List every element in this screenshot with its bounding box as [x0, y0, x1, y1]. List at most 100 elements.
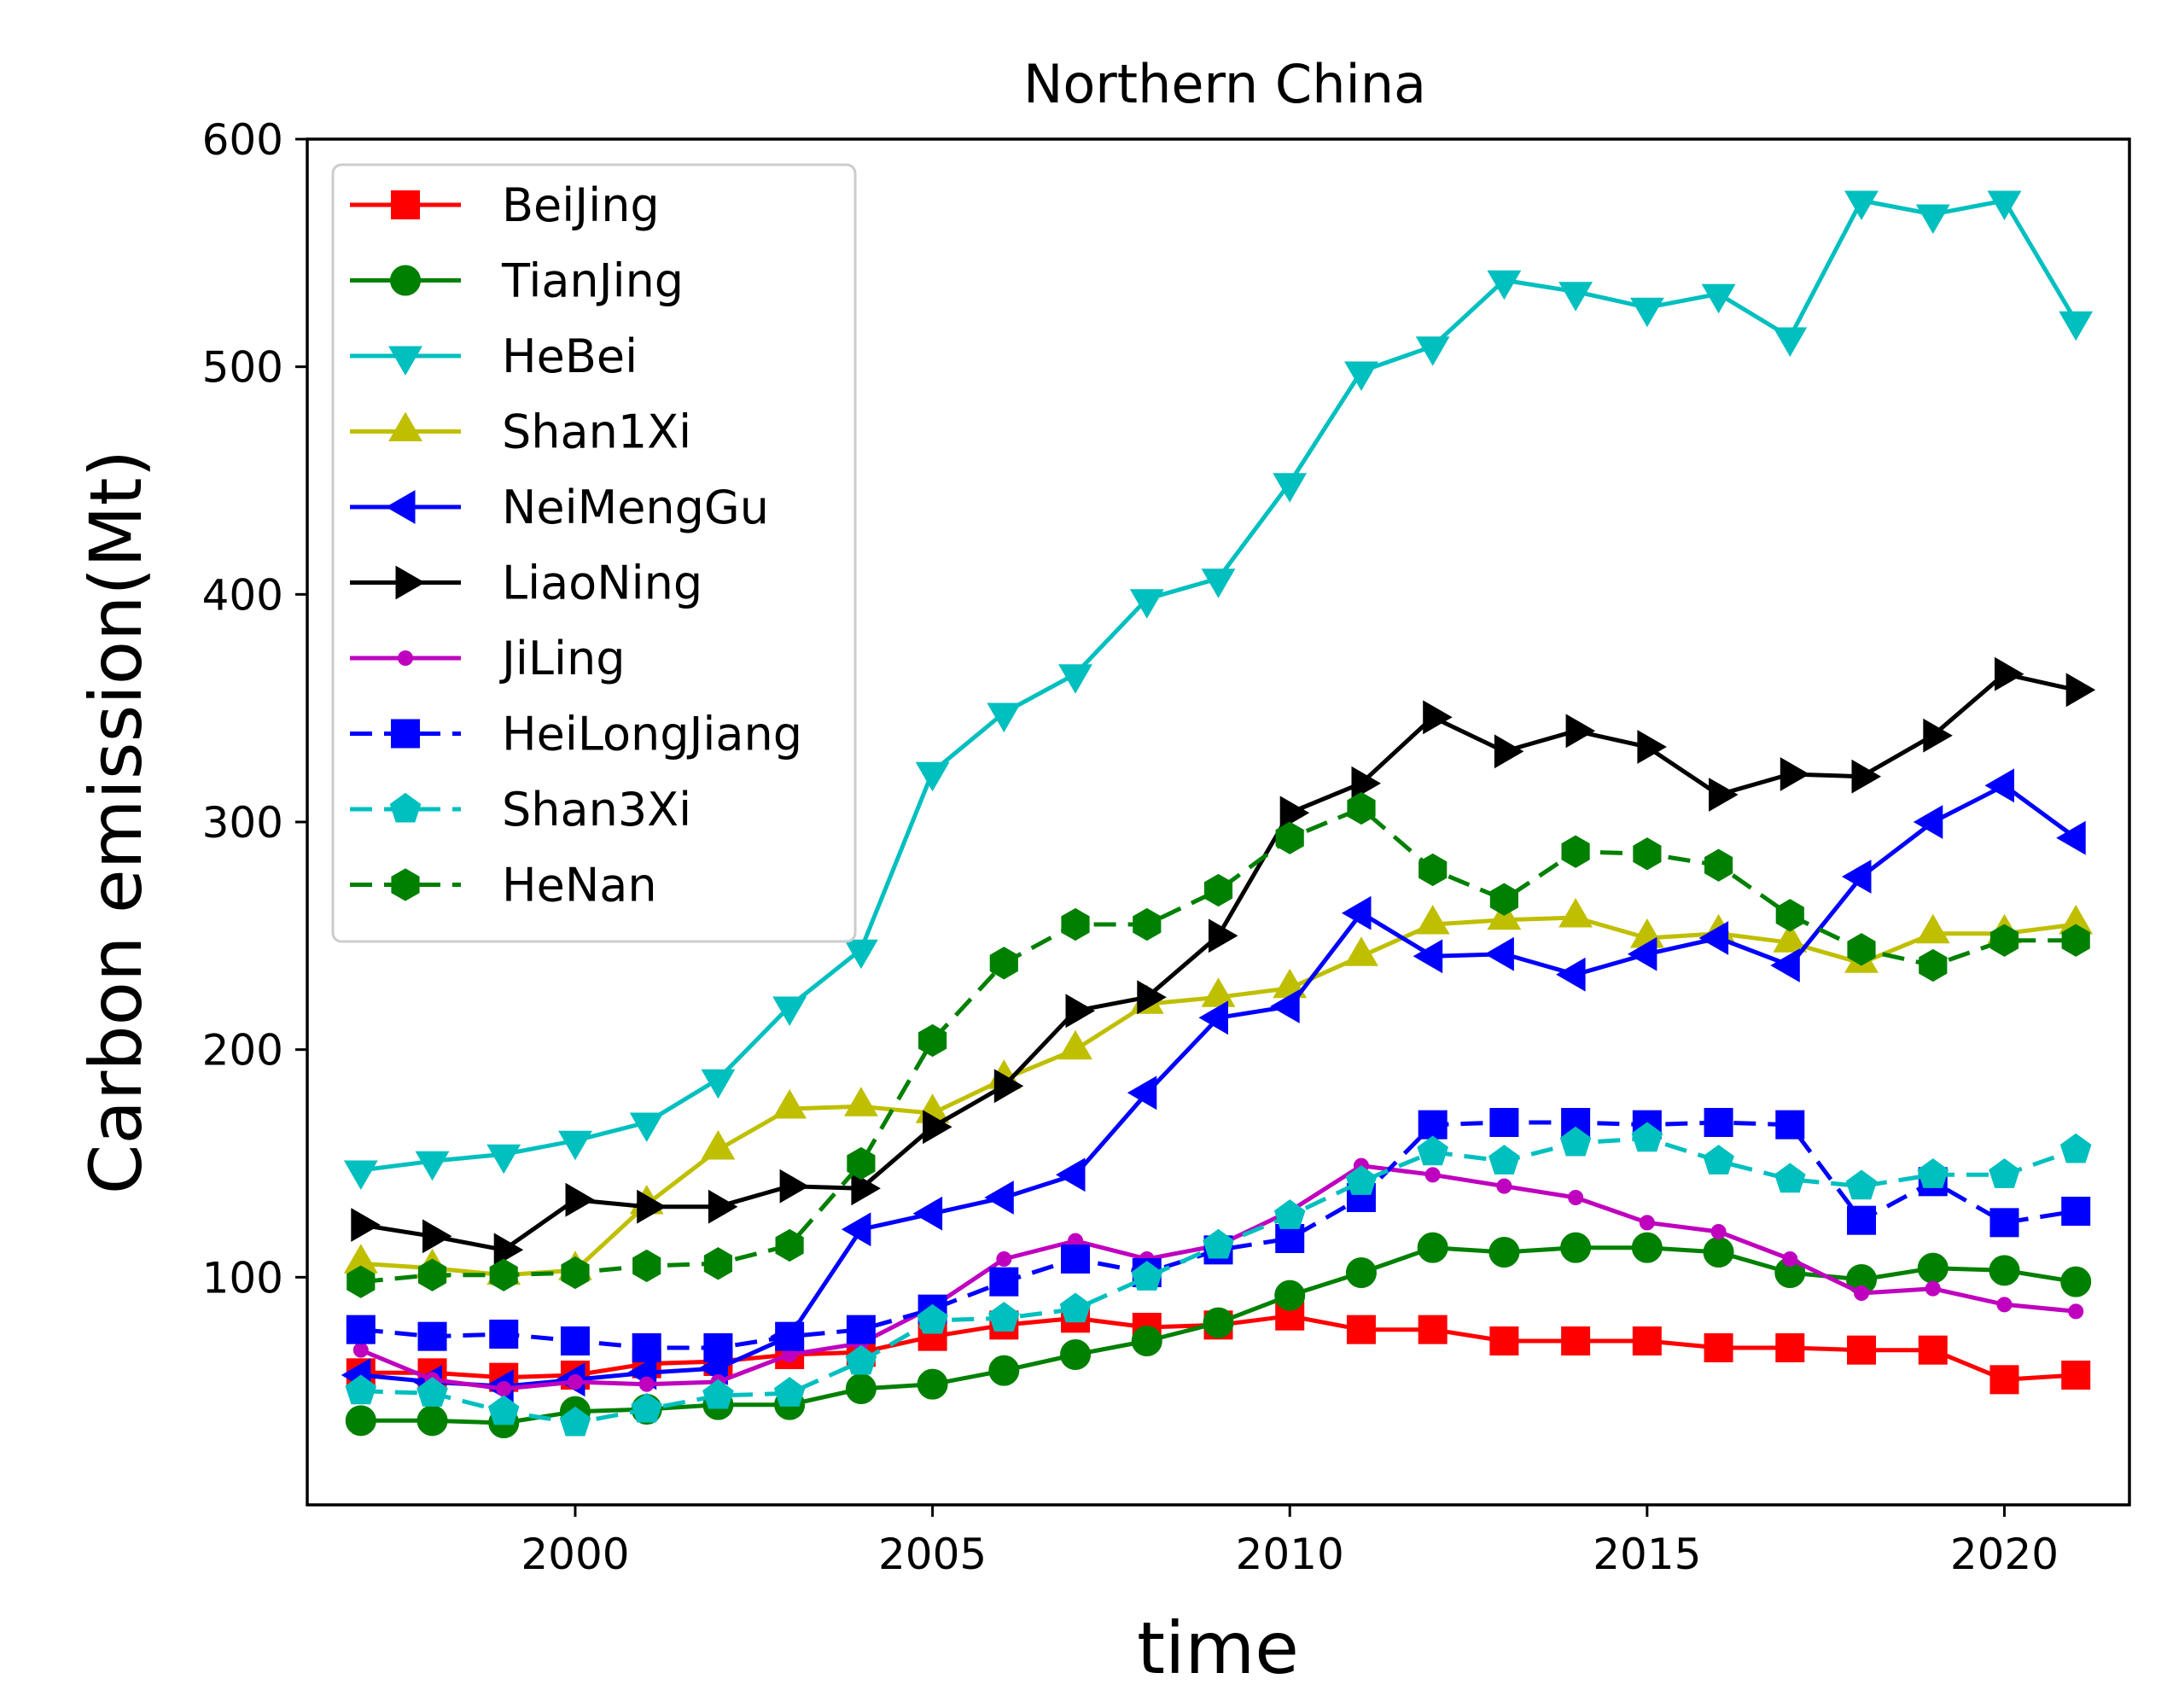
data-point — [1346, 1315, 1376, 1344]
data-point — [915, 761, 950, 792]
y-tick-label: 500 — [202, 343, 283, 393]
data-point — [1631, 1232, 1663, 1263]
data-point — [1203, 1307, 1234, 1338]
data-point — [1568, 1190, 1584, 1205]
data-point — [1342, 895, 1372, 930]
series-shan3xi — [345, 1122, 2092, 1437]
legend-item: Shan3Xi — [350, 783, 691, 837]
data-point — [701, 1069, 736, 1099]
data-point — [2059, 311, 2094, 341]
x-tick-label: 2005 — [878, 1530, 987, 1579]
data-point — [923, 1110, 952, 1145]
x-tick-label: 2010 — [1236, 1530, 1344, 1579]
series-neimenggu — [341, 768, 2086, 1404]
legend-label: HeNan — [502, 859, 657, 912]
data-point — [1639, 1215, 1655, 1231]
data-point — [1559, 1126, 1592, 1157]
data-point — [1413, 939, 1443, 974]
data-point — [1847, 933, 1876, 966]
data-point — [1201, 977, 1236, 1007]
data-point — [1065, 994, 1095, 1029]
data-point — [1629, 297, 1664, 328]
y-tick-label: 600 — [202, 115, 283, 165]
data-point — [1488, 1237, 1520, 1268]
data-point — [1775, 1333, 1805, 1362]
data-point — [638, 1376, 655, 1392]
data-point — [629, 1112, 664, 1142]
data-point — [702, 1379, 734, 1409]
data-point — [843, 939, 878, 970]
data-point — [489, 1320, 519, 1349]
data-point — [632, 1249, 661, 1283]
legend-item: HeNan — [350, 859, 657, 912]
data-point — [1995, 656, 2024, 691]
data-point — [851, 1171, 881, 1206]
legend-label: NeiMengGu — [502, 481, 769, 534]
legend-item: HeiLongJiang — [350, 708, 802, 761]
data-point — [1056, 1157, 1086, 1192]
data-point — [1775, 899, 1804, 932]
legend-marker — [391, 719, 420, 749]
y-axis-ticks: 100 200 300 400 500 600 — [202, 115, 307, 1303]
data-point — [1989, 1365, 2019, 1395]
series-line-shan1xi — [360, 915, 2077, 1278]
data-point — [1137, 980, 1167, 1015]
data-point — [347, 1265, 376, 1298]
data-point — [917, 1368, 948, 1400]
data-point — [847, 1146, 876, 1180]
data-point — [772, 1089, 807, 1119]
data-point — [1345, 1165, 1378, 1195]
data-point — [2065, 673, 2096, 708]
x-axis-label: time — [1137, 1606, 1299, 1690]
data-point — [1780, 757, 1810, 791]
data-point — [1279, 796, 1310, 831]
data-point — [1704, 848, 1733, 882]
data-point — [708, 1189, 738, 1224]
y-tick-label: 200 — [202, 1026, 283, 1076]
data-point — [1129, 589, 1164, 619]
data-point — [1919, 948, 1948, 982]
data-point — [2060, 1266, 2092, 1297]
data-point — [352, 1342, 369, 1358]
data-point — [1854, 1285, 1870, 1301]
data-point — [1561, 835, 1590, 868]
data-point — [1273, 473, 1308, 503]
data-point — [996, 1251, 1012, 1267]
data-point — [560, 1326, 590, 1355]
legend-item: HeBei — [350, 329, 638, 383]
data-point — [1061, 1245, 1091, 1274]
legend-marker — [390, 265, 421, 296]
data-point — [1347, 791, 1376, 825]
data-point — [346, 1315, 376, 1344]
x-axis-ticks: 2000 2005 2010 2015 2020 — [521, 1505, 2059, 1579]
data-point — [1703, 1237, 1734, 1268]
data-point — [567, 1374, 583, 1390]
data-point — [1770, 948, 1800, 982]
data-point — [984, 1180, 1014, 1215]
series-line-shan3xi — [360, 1136, 2077, 1425]
x-tick-label: 2000 — [521, 1530, 629, 1579]
data-point — [1842, 860, 1872, 894]
data-point — [1198, 1000, 1228, 1035]
data-point — [1275, 821, 1304, 854]
data-point — [351, 1208, 381, 1242]
legend-marker — [388, 346, 422, 376]
data-point — [988, 1355, 1020, 1386]
data-point — [1423, 700, 1453, 735]
legend-label: Shan3Xi — [502, 783, 691, 837]
data-point — [1775, 1110, 1805, 1140]
data-point — [1558, 898, 1593, 928]
data-point — [1627, 936, 1657, 971]
data-point — [2056, 820, 2086, 855]
data-point — [1925, 1280, 1941, 1297]
series-layer — [341, 190, 2096, 1438]
data-point — [1058, 664, 1092, 694]
y-tick-label: 100 — [202, 1253, 283, 1303]
data-point — [988, 1302, 1020, 1332]
data-point — [493, 1233, 524, 1268]
data-point — [843, 1087, 878, 1116]
data-point — [417, 1258, 447, 1291]
data-point — [417, 1405, 448, 1437]
data-point — [561, 1256, 590, 1290]
data-point — [343, 1160, 378, 1190]
